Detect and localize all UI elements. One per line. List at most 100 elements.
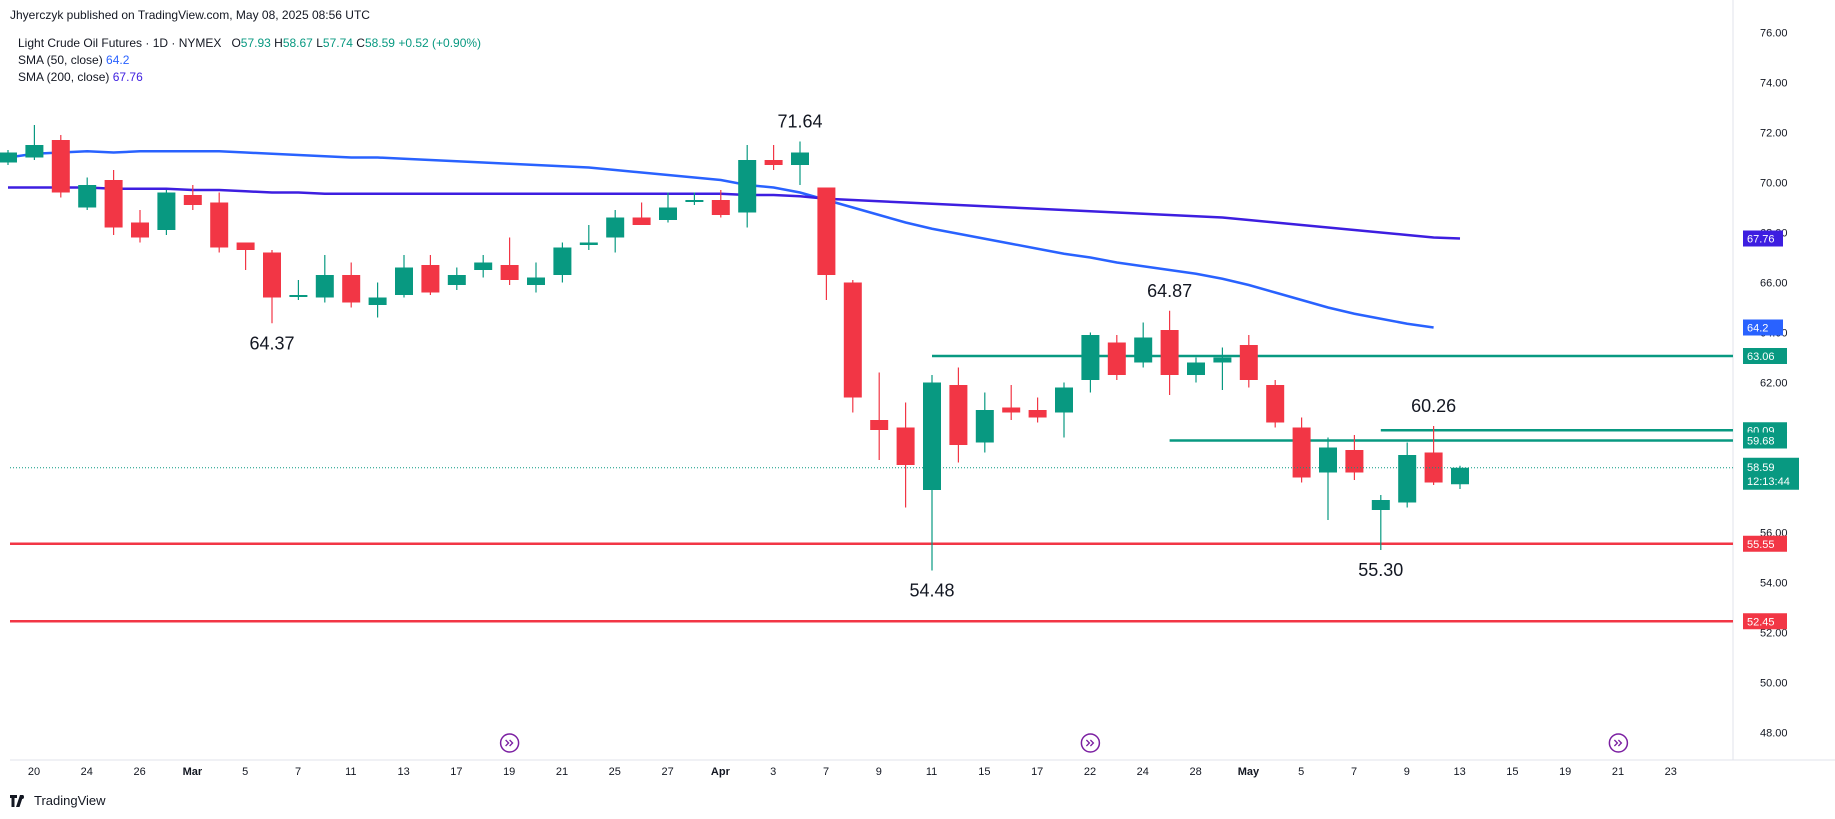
candle-body: [1292, 427, 1311, 478]
x-tick-label: 9: [876, 766, 882, 778]
x-tick-label: 15: [1506, 766, 1518, 778]
x-tick-label: 7: [295, 766, 301, 778]
y-tick-label: 54.00: [1760, 578, 1788, 590]
price-annotation: 64.37: [249, 333, 294, 353]
candle-body: [236, 242, 255, 250]
event-arrow-icon: [1085, 739, 1095, 747]
candle-body: [1055, 387, 1073, 413]
x-tick-label: 22: [1084, 766, 1096, 778]
candle-body: [447, 275, 466, 285]
level-tag: [1743, 432, 1787, 449]
y-tick-label: 70.00: [1760, 178, 1788, 190]
candle-body: [553, 247, 572, 275]
x-tick-label: 11: [926, 766, 937, 778]
x-tick-label: 27: [661, 766, 673, 778]
price-annotation: 60.26: [1411, 396, 1456, 416]
y-tick-label: 66.00: [1760, 278, 1788, 290]
x-tick-label: 5: [1298, 766, 1304, 778]
candle-body: [527, 277, 545, 285]
candle-body: [923, 382, 941, 490]
x-tick-label: 21: [1612, 766, 1624, 778]
x-tick-label: 7: [1351, 766, 1357, 778]
symbol-name[interactable]: Light Crude Oil Futures · 1D · NYMEX: [18, 36, 222, 50]
candle-body: [421, 265, 440, 293]
x-tick-label: 3: [770, 766, 776, 778]
high-value: 58.67: [282, 36, 313, 50]
level-tag-label: 63.06: [1747, 351, 1775, 363]
candle-body: [1187, 362, 1205, 375]
candle-body: [1213, 357, 1232, 363]
open-value: 57.93: [240, 36, 271, 50]
close-value: 58.59: [364, 36, 395, 50]
x-tick-label: 17: [1031, 766, 1043, 778]
x-tick-label: 25: [609, 766, 621, 778]
candle-body: [870, 420, 889, 430]
x-tick-label: Mar: [183, 766, 203, 778]
candle-body: [1002, 407, 1021, 413]
candle-body: [395, 267, 413, 295]
event-arrow-icon: [1613, 739, 1623, 747]
footer-brand[interactable]: TradingView: [10, 793, 106, 808]
publisher-line: Jhyerczyk published on TradingView.com, …: [10, 8, 370, 22]
x-tick-label: 23: [1665, 766, 1677, 778]
candle-body: [500, 265, 519, 280]
candle-body: [1081, 335, 1100, 380]
x-tick-label: 15: [978, 766, 990, 778]
x-tick-label: 21: [556, 766, 568, 778]
low-label: L: [316, 36, 323, 50]
candle-body: [104, 180, 123, 228]
event-marker-icon: [1080, 733, 1101, 753]
y-tick-label: 74.00: [1760, 78, 1788, 90]
chart-legend: Light Crude Oil Futures · 1D · NYMEX O57…: [18, 35, 481, 86]
candle-body: [25, 145, 44, 158]
candle-body: [764, 160, 783, 165]
close-label: C: [356, 36, 365, 50]
sma50-row[interactable]: SMA (50, close) 64.2: [18, 52, 481, 69]
candle-body: [289, 295, 308, 297]
candle-body: [1424, 452, 1443, 483]
candle-body: [78, 185, 97, 208]
candle-body: [579, 242, 598, 245]
x-tick-label: 17: [450, 766, 462, 778]
candle-body: [659, 207, 677, 220]
candle-body: [474, 262, 493, 270]
symbol-row[interactable]: Light Crude Oil Futures · 1D · NYMEX O57…: [18, 35, 481, 52]
y-tick-label: 48.00: [1760, 728, 1788, 740]
candle-body: [1239, 345, 1258, 380]
sma-price-tag-label: 64.2: [1747, 323, 1768, 335]
candle-body: [632, 217, 651, 225]
high-label: H: [274, 36, 283, 50]
sma50-value: 64.2: [106, 53, 130, 67]
candle-body: [949, 385, 968, 445]
event-marker-icon: [1608, 733, 1629, 753]
low-value: 57.74: [322, 36, 353, 50]
price-annotation: 71.64: [777, 112, 822, 132]
candle-body: [1028, 410, 1047, 418]
candle-body: [1266, 385, 1285, 423]
x-tick-label: 24: [81, 766, 93, 778]
y-tick-label: 50.00: [1760, 678, 1788, 690]
y-tick-label: 62.00: [1760, 378, 1788, 390]
level-tag: [1743, 348, 1787, 364]
candle-body: [0, 152, 17, 163]
event-marker-icon: [499, 733, 520, 753]
x-tick-label: 28: [1189, 766, 1201, 778]
x-tick-label: 11: [345, 766, 356, 778]
last-price-tag: [1743, 457, 1799, 490]
candle-body: [896, 427, 915, 465]
open-label: O: [231, 36, 241, 50]
y-tick-label: 52.00: [1760, 628, 1788, 640]
candle-body: [1134, 337, 1153, 363]
candle-body: [131, 222, 149, 238]
sma200-row[interactable]: SMA (200, close) 67.76: [18, 69, 481, 86]
candle-body: [1319, 447, 1337, 473]
sma-price-tag-label: 67.76: [1747, 234, 1775, 246]
sma200-line: [8, 186, 1461, 240]
candle-body: [157, 192, 176, 230]
candle-body: [1160, 330, 1179, 375]
level-tag-label: 52.45: [1747, 616, 1775, 628]
candle-body: [791, 152, 809, 165]
candle-body: [738, 160, 757, 213]
level-tag: [1743, 613, 1787, 630]
